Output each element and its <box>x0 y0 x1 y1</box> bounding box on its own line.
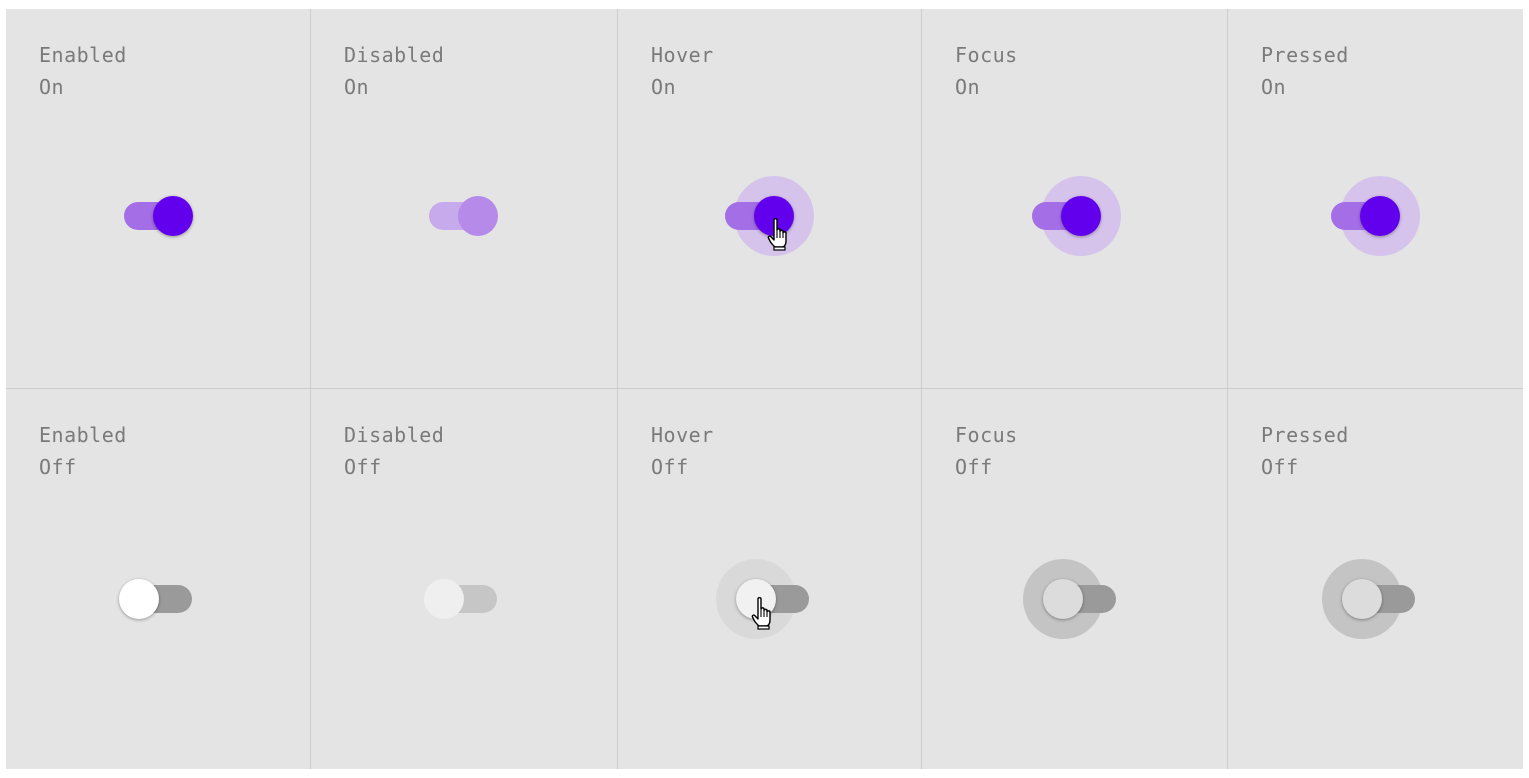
state-value: Off <box>1261 455 1299 479</box>
cell-focus-on: Focus On <box>922 9 1227 389</box>
state-label: Hover Off <box>651 419 714 483</box>
state-name: Disabled <box>344 423 445 447</box>
state-name: Pressed <box>1261 43 1349 67</box>
state-label: Hover On <box>651 39 714 103</box>
state-name: Hover <box>651 423 714 447</box>
cell-pressed-off: Pressed Off <box>1228 389 1523 769</box>
cell-enabled-on: Enabled On <box>6 9 310 389</box>
state-name: Focus <box>955 43 1018 67</box>
state-label: Enabled Off <box>39 419 127 483</box>
switch-thumb[interactable] <box>1360 196 1400 236</box>
state-value: Off <box>651 455 689 479</box>
state-value: On <box>651 75 677 99</box>
cell-disabled-on: Disabled On <box>311 9 617 389</box>
state-name: Disabled <box>344 43 445 67</box>
column-divider <box>921 9 922 769</box>
switch-thumb[interactable] <box>1342 579 1382 619</box>
state-label: Disabled On <box>344 39 444 103</box>
state-label: Disabled Off <box>344 419 444 483</box>
state-label: Pressed Off <box>1261 419 1349 483</box>
switch-thumb <box>458 196 498 236</box>
state-name: Enabled <box>39 43 127 67</box>
switch-thumb[interactable] <box>153 196 193 236</box>
state-name: Hover <box>651 43 714 67</box>
cell-focus-off: Focus Off <box>922 389 1227 769</box>
state-label: Focus On <box>955 39 1018 103</box>
state-name: Focus <box>955 423 1018 447</box>
state-value: On <box>955 75 981 99</box>
pointer-hand-cursor-icon <box>767 217 793 251</box>
state-name: Enabled <box>39 423 127 447</box>
state-label: Focus Off <box>955 419 1018 483</box>
column-divider <box>1227 9 1228 769</box>
cell-hover-on: Hover On <box>618 9 921 389</box>
state-value: Off <box>344 455 382 479</box>
state-name: Pressed <box>1261 423 1349 447</box>
state-value: Off <box>955 455 993 479</box>
cell-enabled-off: Enabled Off <box>6 389 310 769</box>
switch-thumb[interactable] <box>1043 579 1083 619</box>
cell-hover-off: Hover Off <box>618 389 921 769</box>
column-divider <box>617 9 618 769</box>
state-value: On <box>39 75 65 99</box>
pointer-hand-cursor-icon <box>751 596 777 630</box>
row-divider <box>6 388 1523 389</box>
switch-thumb <box>424 579 464 619</box>
state-value: On <box>1261 75 1287 99</box>
switch-thumb[interactable] <box>119 579 159 619</box>
switch-thumb[interactable] <box>1061 196 1101 236</box>
state-value: Off <box>39 455 77 479</box>
cell-pressed-on: Pressed On <box>1228 9 1523 389</box>
column-divider <box>310 9 311 769</box>
cell-disabled-off: Disabled Off <box>311 389 617 769</box>
state-value: On <box>344 75 370 99</box>
state-label: Enabled On <box>39 39 127 103</box>
state-label: Pressed On <box>1261 39 1349 103</box>
switch-states-board: Enabled On Disabled On Hover On <box>6 9 1523 769</box>
